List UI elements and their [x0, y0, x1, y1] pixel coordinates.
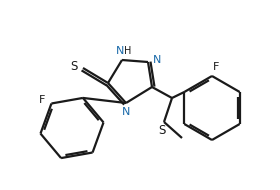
Text: S: S — [70, 59, 78, 73]
Text: S: S — [158, 124, 166, 138]
Text: F: F — [213, 62, 219, 72]
Text: H: H — [124, 46, 132, 56]
Text: N: N — [153, 55, 161, 65]
Text: N: N — [122, 107, 130, 117]
Text: F: F — [39, 96, 46, 105]
Text: N: N — [116, 46, 124, 56]
